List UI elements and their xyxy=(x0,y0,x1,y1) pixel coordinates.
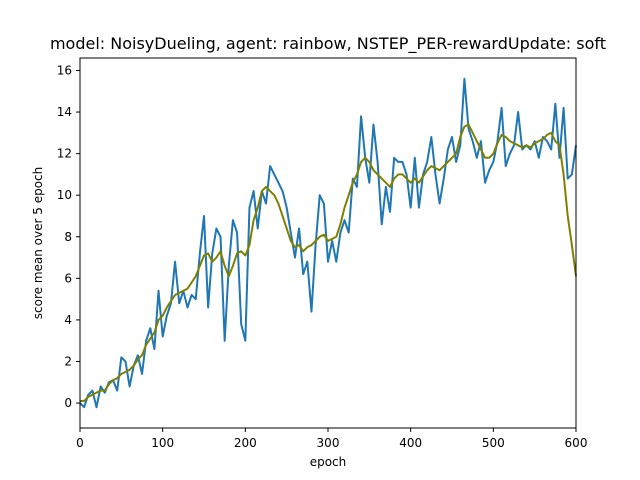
x-tick-label: 500 xyxy=(482,436,505,450)
chart-title: model: NoisyDueling, agent: rainbow, NST… xyxy=(50,34,606,54)
y-tick-label: 0 xyxy=(64,396,72,410)
x-tick-label: 100 xyxy=(151,436,174,450)
y-tick-label: 6 xyxy=(64,271,72,285)
y-tick-label: 2 xyxy=(64,354,72,368)
x-tick-label: 400 xyxy=(399,436,422,450)
series-line-1 xyxy=(79,77,577,409)
y-tick-label: 14 xyxy=(57,105,72,119)
y-tick-label: 8 xyxy=(64,230,72,244)
x-axis-ticks: 0 100 200 300 400 500 600 xyxy=(76,428,587,450)
y-tick-label: 12 xyxy=(57,147,72,161)
y-axis-ticks: 0 2 4 6 8 10 12 14 16 xyxy=(57,63,80,410)
x-tick-label: 300 xyxy=(317,436,340,450)
y-tick-label: 16 xyxy=(57,63,72,77)
x-tick-label: 200 xyxy=(234,436,257,450)
y-tick-label: 4 xyxy=(64,313,72,327)
series-line-2 xyxy=(80,123,577,402)
x-tick-label: 0 xyxy=(76,436,84,450)
plot-frame xyxy=(79,57,577,429)
y-tick-label: 10 xyxy=(57,188,72,202)
y-axis-label: score mean over 5 epoch xyxy=(31,167,45,319)
x-tick-label: 600 xyxy=(565,436,588,450)
plot-lines xyxy=(79,77,577,409)
x-axis-label: epoch xyxy=(310,455,347,469)
